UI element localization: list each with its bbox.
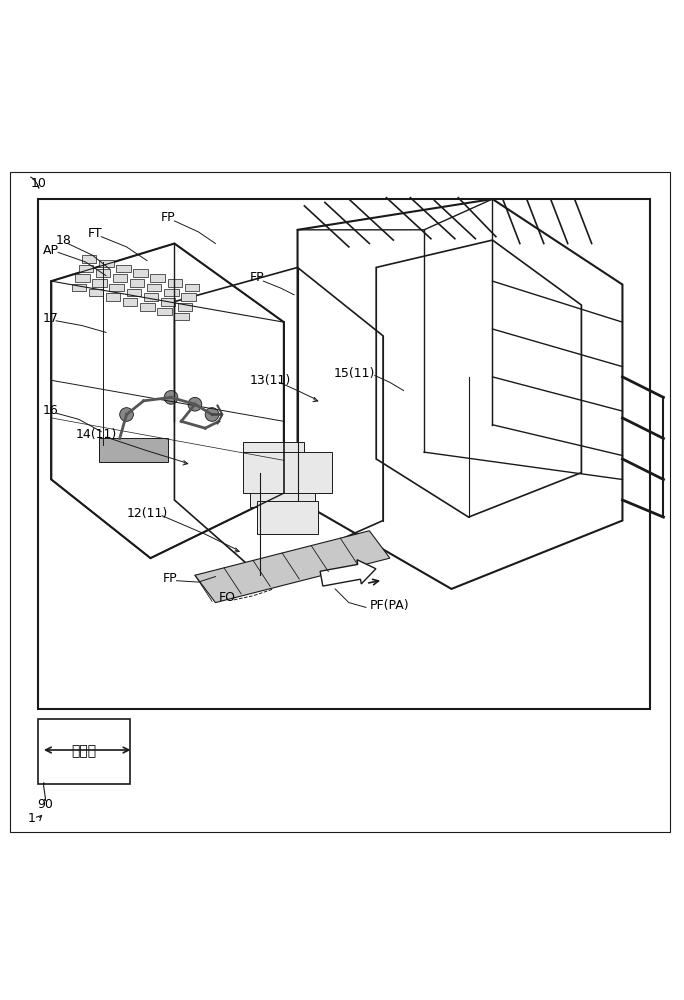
Bar <box>79 265 93 272</box>
Bar <box>38 199 650 709</box>
Text: 90: 90 <box>38 798 53 811</box>
Text: 控制器: 控制器 <box>71 744 96 758</box>
Bar <box>38 719 130 784</box>
Text: FO: FO <box>219 591 236 604</box>
Bar <box>130 279 144 287</box>
Bar <box>113 274 127 282</box>
Circle shape <box>164 391 178 404</box>
Text: 12(11): 12(11) <box>127 507 168 520</box>
Bar <box>92 279 107 287</box>
Text: FT: FT <box>88 227 102 240</box>
Bar <box>123 298 137 306</box>
Polygon shape <box>195 531 390 603</box>
Bar <box>243 452 332 493</box>
Bar <box>243 442 304 479</box>
Text: FP: FP <box>161 211 175 224</box>
Text: 1: 1 <box>27 812 36 825</box>
Bar <box>150 274 165 282</box>
Bar <box>106 293 120 301</box>
Text: 14(11): 14(11) <box>75 428 116 441</box>
Bar <box>133 269 148 277</box>
Bar <box>82 255 96 263</box>
Bar <box>72 284 86 291</box>
Bar <box>256 501 318 534</box>
Text: 18: 18 <box>56 233 72 246</box>
Circle shape <box>120 408 133 421</box>
Circle shape <box>188 397 202 411</box>
Bar <box>168 279 182 287</box>
Bar <box>127 289 141 296</box>
Text: 17: 17 <box>42 312 58 325</box>
Text: AP: AP <box>42 244 58 257</box>
Bar <box>99 260 114 267</box>
Bar <box>96 269 110 277</box>
Bar <box>185 284 199 291</box>
Bar <box>109 284 124 291</box>
Bar <box>164 289 179 296</box>
Bar <box>250 473 315 507</box>
Text: 13(11): 13(11) <box>250 374 291 387</box>
Bar <box>116 265 131 272</box>
Text: 16: 16 <box>42 404 58 418</box>
Bar <box>140 303 155 311</box>
Text: FP: FP <box>250 271 264 284</box>
Text: PF(PA): PF(PA) <box>369 599 409 612</box>
Bar <box>161 298 175 306</box>
Circle shape <box>205 408 219 421</box>
Text: FP: FP <box>163 572 177 585</box>
Bar <box>89 289 103 296</box>
Bar <box>144 293 158 301</box>
Bar <box>178 303 192 311</box>
Bar <box>75 274 90 282</box>
Bar <box>181 293 196 301</box>
Bar <box>174 313 189 320</box>
Bar <box>99 438 168 462</box>
Text: 10: 10 <box>31 177 47 190</box>
FancyArrow shape <box>320 560 376 586</box>
Bar <box>147 284 161 291</box>
Text: 15(11): 15(11) <box>334 367 375 380</box>
Bar <box>157 308 172 315</box>
